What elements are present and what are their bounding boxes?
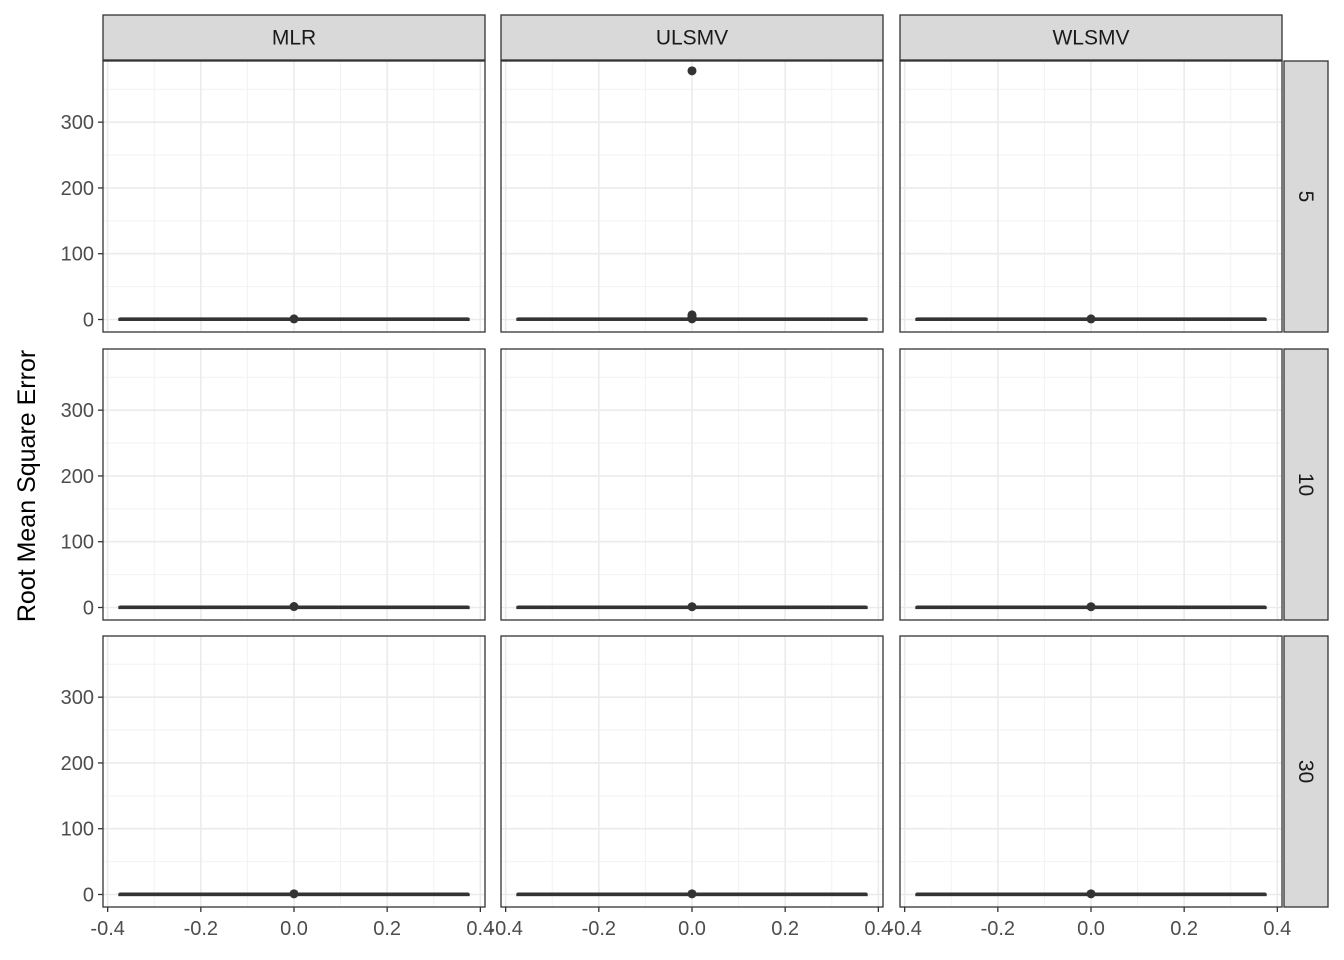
outlier-point-wlsmv-5 bbox=[1086, 314, 1096, 324]
panel-border-mlr-5 bbox=[102, 60, 486, 333]
x-tick-label: 0.0 bbox=[280, 918, 308, 940]
y-tick-label: 100 bbox=[61, 819, 94, 841]
panel-border-wlsmv-10 bbox=[899, 348, 1283, 621]
outlier-point-ulsmv-10 bbox=[687, 602, 697, 612]
y-tick-label: 200 bbox=[61, 466, 94, 488]
y-tick-label: 100 bbox=[61, 244, 94, 266]
x-tick-label: -0.2 bbox=[582, 918, 616, 940]
outlier-point-ulsmv-5 bbox=[687, 66, 697, 76]
outlier-point-mlr-5 bbox=[289, 314, 299, 324]
x-tick-label: 0.0 bbox=[678, 918, 706, 940]
x-tick-label: 0.0 bbox=[1077, 918, 1105, 940]
x-tick-label: -0.4 bbox=[90, 918, 124, 940]
y-tick-label: 100 bbox=[61, 532, 94, 554]
x-tick-label: 0.4 bbox=[1263, 918, 1291, 940]
x-tick-label: -0.2 bbox=[184, 918, 218, 940]
y-tick-label: 0 bbox=[83, 885, 94, 907]
facet-strip-label-wlsmv: WLSMV bbox=[1052, 27, 1129, 50]
row-strip-label-30: 30 bbox=[1294, 760, 1317, 783]
panel-border-ulsmv-10 bbox=[500, 348, 884, 621]
outlier-point-ulsmv-30 bbox=[687, 889, 697, 899]
panel-border-ulsmv-5 bbox=[500, 60, 884, 333]
row-strip-label-10: 10 bbox=[1294, 473, 1317, 496]
y-tick-label: 0 bbox=[83, 310, 94, 332]
row-strip-10 bbox=[1283, 348, 1329, 621]
facet-strip-label-ulsmv: ULSMV bbox=[656, 27, 728, 50]
facet-strip-mlr bbox=[102, 14, 486, 61]
x-tick-label: 0.4 bbox=[466, 918, 494, 940]
x-tick-label: 0.2 bbox=[373, 918, 401, 940]
x-tick-label: -0.2 bbox=[981, 918, 1015, 940]
row-strip-5 bbox=[1283, 60, 1329, 333]
outlier-point-mlr-10 bbox=[289, 602, 299, 612]
y-tick-label: 300 bbox=[61, 687, 94, 709]
facet-strip-ulsmv bbox=[500, 14, 884, 61]
y-tick-label: 300 bbox=[61, 400, 94, 422]
x-tick-label: 0.2 bbox=[1170, 918, 1198, 940]
row-strip-30 bbox=[1283, 635, 1329, 908]
x-tick-label: 0.4 bbox=[864, 918, 892, 940]
panel-grid: MLR ULSMV WLSMV510300100200300010020030001… bbox=[61, 14, 1329, 940]
outlier-point-wlsmv-30 bbox=[1086, 889, 1096, 899]
panel-border-wlsmv-5 bbox=[899, 60, 1283, 333]
x-tick-label: -0.4 bbox=[887, 918, 921, 940]
y-axis-title: Root Mean Square Error bbox=[13, 350, 41, 622]
facet-strip-label-mlr: MLR bbox=[272, 27, 316, 50]
y-tick-label: 200 bbox=[61, 178, 94, 200]
panel-border-mlr-10 bbox=[102, 348, 486, 621]
y-tick-label: 300 bbox=[61, 112, 94, 134]
outlier-point-wlsmv-10 bbox=[1086, 602, 1096, 612]
outlier-point-ulsmv-5 bbox=[687, 310, 697, 320]
outlier-point-mlr-30 bbox=[289, 889, 299, 899]
y-tick-label: 200 bbox=[61, 753, 94, 775]
y-tick-label: 0 bbox=[83, 598, 94, 620]
row-strip-label-5: 5 bbox=[1294, 191, 1317, 203]
x-tick-label: 0.2 bbox=[771, 918, 799, 940]
facet-strip-wlsmv bbox=[899, 14, 1283, 61]
x-tick-label: -0.4 bbox=[488, 918, 522, 940]
